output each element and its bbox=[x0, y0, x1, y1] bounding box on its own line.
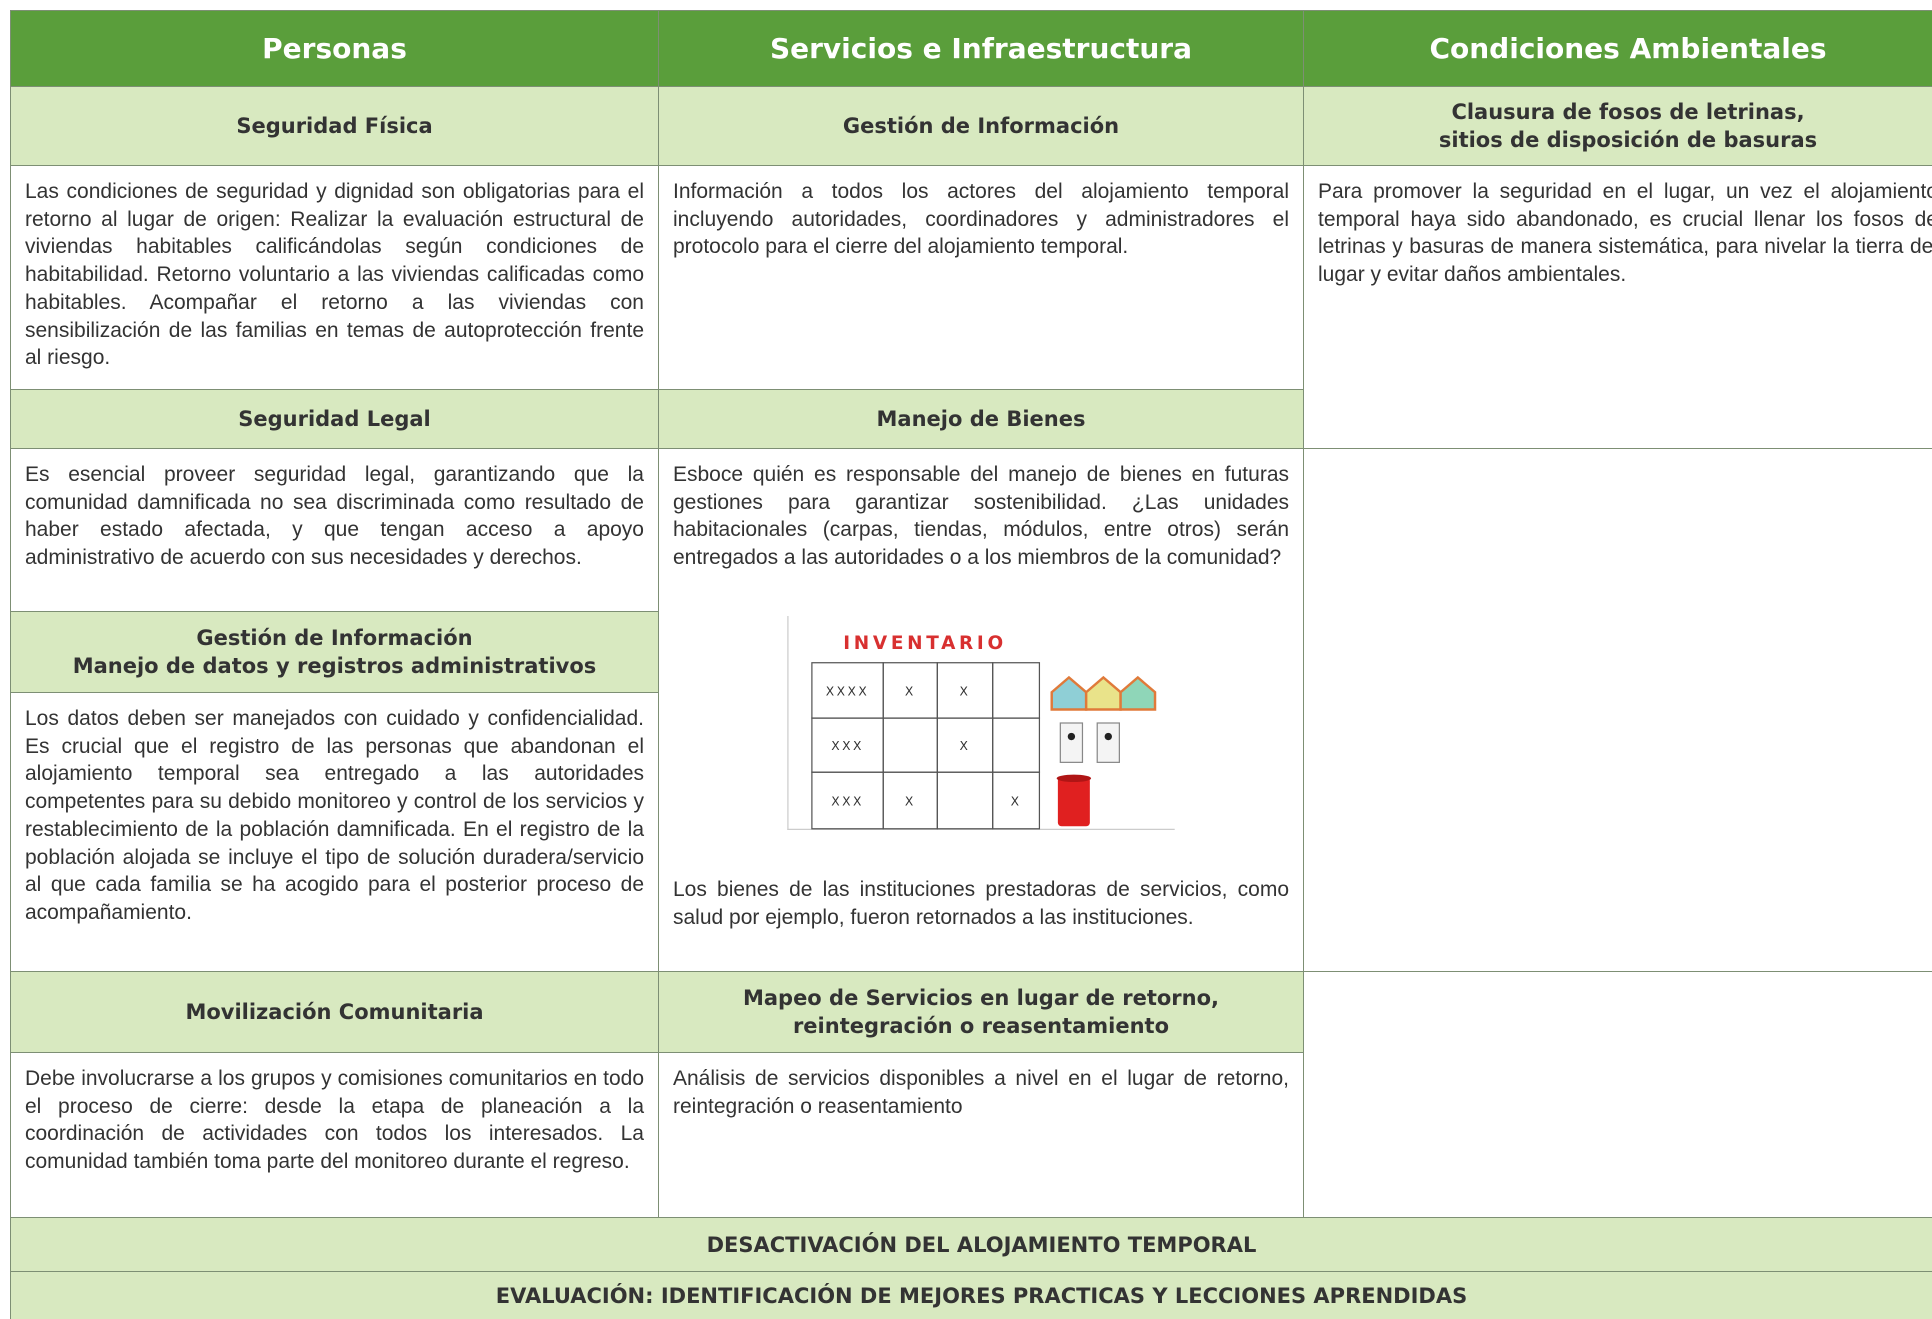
cell-text: Información a todos los actores del aloj… bbox=[658, 165, 1304, 390]
paragraph: Para promover la seguridad en el lugar, … bbox=[1318, 180, 1932, 287]
inventory-cell bbox=[992, 717, 1041, 773]
heading-text: Movilización Comunitaria bbox=[185, 1000, 484, 1024]
footer-text: DESACTIVACIÓN DEL ALOJAMIENTO TEMPORAL bbox=[706, 1232, 1257, 1257]
inventory-mark: X bbox=[1011, 794, 1022, 808]
inventory-mark: XXXX bbox=[826, 684, 869, 698]
heading-text: Seguridad Física bbox=[236, 114, 433, 138]
inventory-mark: XXX bbox=[831, 739, 864, 753]
cell-text: Análisis de servicios disponibles a nive… bbox=[658, 1052, 1304, 1218]
paragraph: Los datos deben ser manejados con cuidad… bbox=[25, 707, 644, 924]
paragraph: Las condiciones de seguridad y dignidad … bbox=[25, 180, 644, 370]
cell-text: Los datos deben ser manejados con cuidad… bbox=[10, 692, 659, 972]
heading-text: Seguridad Legal bbox=[238, 407, 431, 431]
heading-text: reintegración o reasentamiento bbox=[792, 1014, 1170, 1038]
heading-text: Gestión de Información bbox=[196, 626, 473, 650]
barrel bbox=[1056, 774, 1092, 827]
paragraph: Es esencial proveer seguridad legal, gar… bbox=[25, 463, 644, 570]
cell-text: Debe involucrarse a los grupos y comisio… bbox=[10, 1052, 659, 1218]
inventory-title: INVENTARIO bbox=[843, 633, 1007, 654]
inventory-mark: X bbox=[905, 684, 916, 698]
paragraph: Análisis de servicios disponibles a nive… bbox=[673, 1067, 1289, 1118]
paragraph: Debe involucrarse a los grupos y comisio… bbox=[25, 1067, 644, 1174]
column-header: Condiciones Ambientales bbox=[1303, 10, 1932, 87]
cell-text: Es esencial proveer seguridad legal, gar… bbox=[10, 448, 659, 612]
inventory-mark: X bbox=[905, 794, 916, 808]
section-heading: Seguridad Física bbox=[10, 86, 659, 166]
cell-text: Para promover la seguridad en el lugar, … bbox=[1303, 165, 1932, 449]
section-heading: Seguridad Legal bbox=[10, 389, 659, 449]
houses bbox=[1050, 675, 1157, 711]
heading-text: Gestión de Información bbox=[842, 114, 1120, 138]
inventory-cell bbox=[992, 771, 1041, 830]
cell-text: Las condiciones de seguridad y dignidad … bbox=[10, 165, 659, 390]
empty-cell bbox=[1303, 448, 1932, 972]
inventory-mark: X bbox=[960, 684, 971, 698]
cell-text: Esboce quién es responsable del manejo d… bbox=[658, 448, 1304, 972]
section-heading: Gestión de Información bbox=[658, 86, 1304, 166]
section-heading: Mapeo de Servicios en lugar de retorno, r… bbox=[658, 971, 1304, 1053]
heading-text: Clausura de fosos de letrinas, bbox=[1451, 100, 1805, 124]
paragraph: Información a todos los actores del aloj… bbox=[673, 180, 1289, 259]
section-heading: Movilización Comunitaria bbox=[10, 971, 659, 1053]
paragraph: Los bienes de las instituciones prestado… bbox=[673, 877, 1289, 929]
inventory-cell bbox=[936, 771, 994, 830]
footer-row: EVALUACIÓN: IDENTIFICACIÓN DE MEJORES PR… bbox=[10, 1271, 1932, 1319]
section-heading: Clausura de fosos de letrinas, sitios de … bbox=[1303, 86, 1932, 166]
column-header: Personas bbox=[10, 10, 659, 87]
heading-text: Mapeo de Servicios en lugar de retorno, bbox=[742, 986, 1220, 1010]
footer-row: DESACTIVACIÓN DEL ALOJAMIENTO TEMPORAL bbox=[10, 1217, 1932, 1272]
section-heading: Manejo de Bienes bbox=[658, 389, 1304, 449]
column-header: Servicios e Infraestructura bbox=[658, 10, 1304, 87]
inventory-mark: X bbox=[960, 739, 971, 753]
section-heading: Gestión de Información Manejo de datos y … bbox=[10, 611, 659, 693]
inventory-cell bbox=[992, 661, 1041, 719]
paragraph: Esboce quién es responsable del manejo d… bbox=[673, 463, 1289, 570]
inventory-mark: XXX bbox=[831, 794, 864, 808]
empty-cell bbox=[1303, 971, 1932, 1218]
heading-text: Manejo de Bienes bbox=[876, 407, 1086, 431]
inventory-cell bbox=[882, 717, 938, 773]
heading-text: sitios de disposición de basuras bbox=[1438, 128, 1818, 152]
latrines bbox=[1059, 722, 1120, 763]
footer-text: EVALUACIÓN: IDENTIFICACIÓN DE MEJORES PR… bbox=[495, 1284, 1468, 1308]
heading-text: Manejo de datos y registros administrati… bbox=[72, 654, 597, 678]
